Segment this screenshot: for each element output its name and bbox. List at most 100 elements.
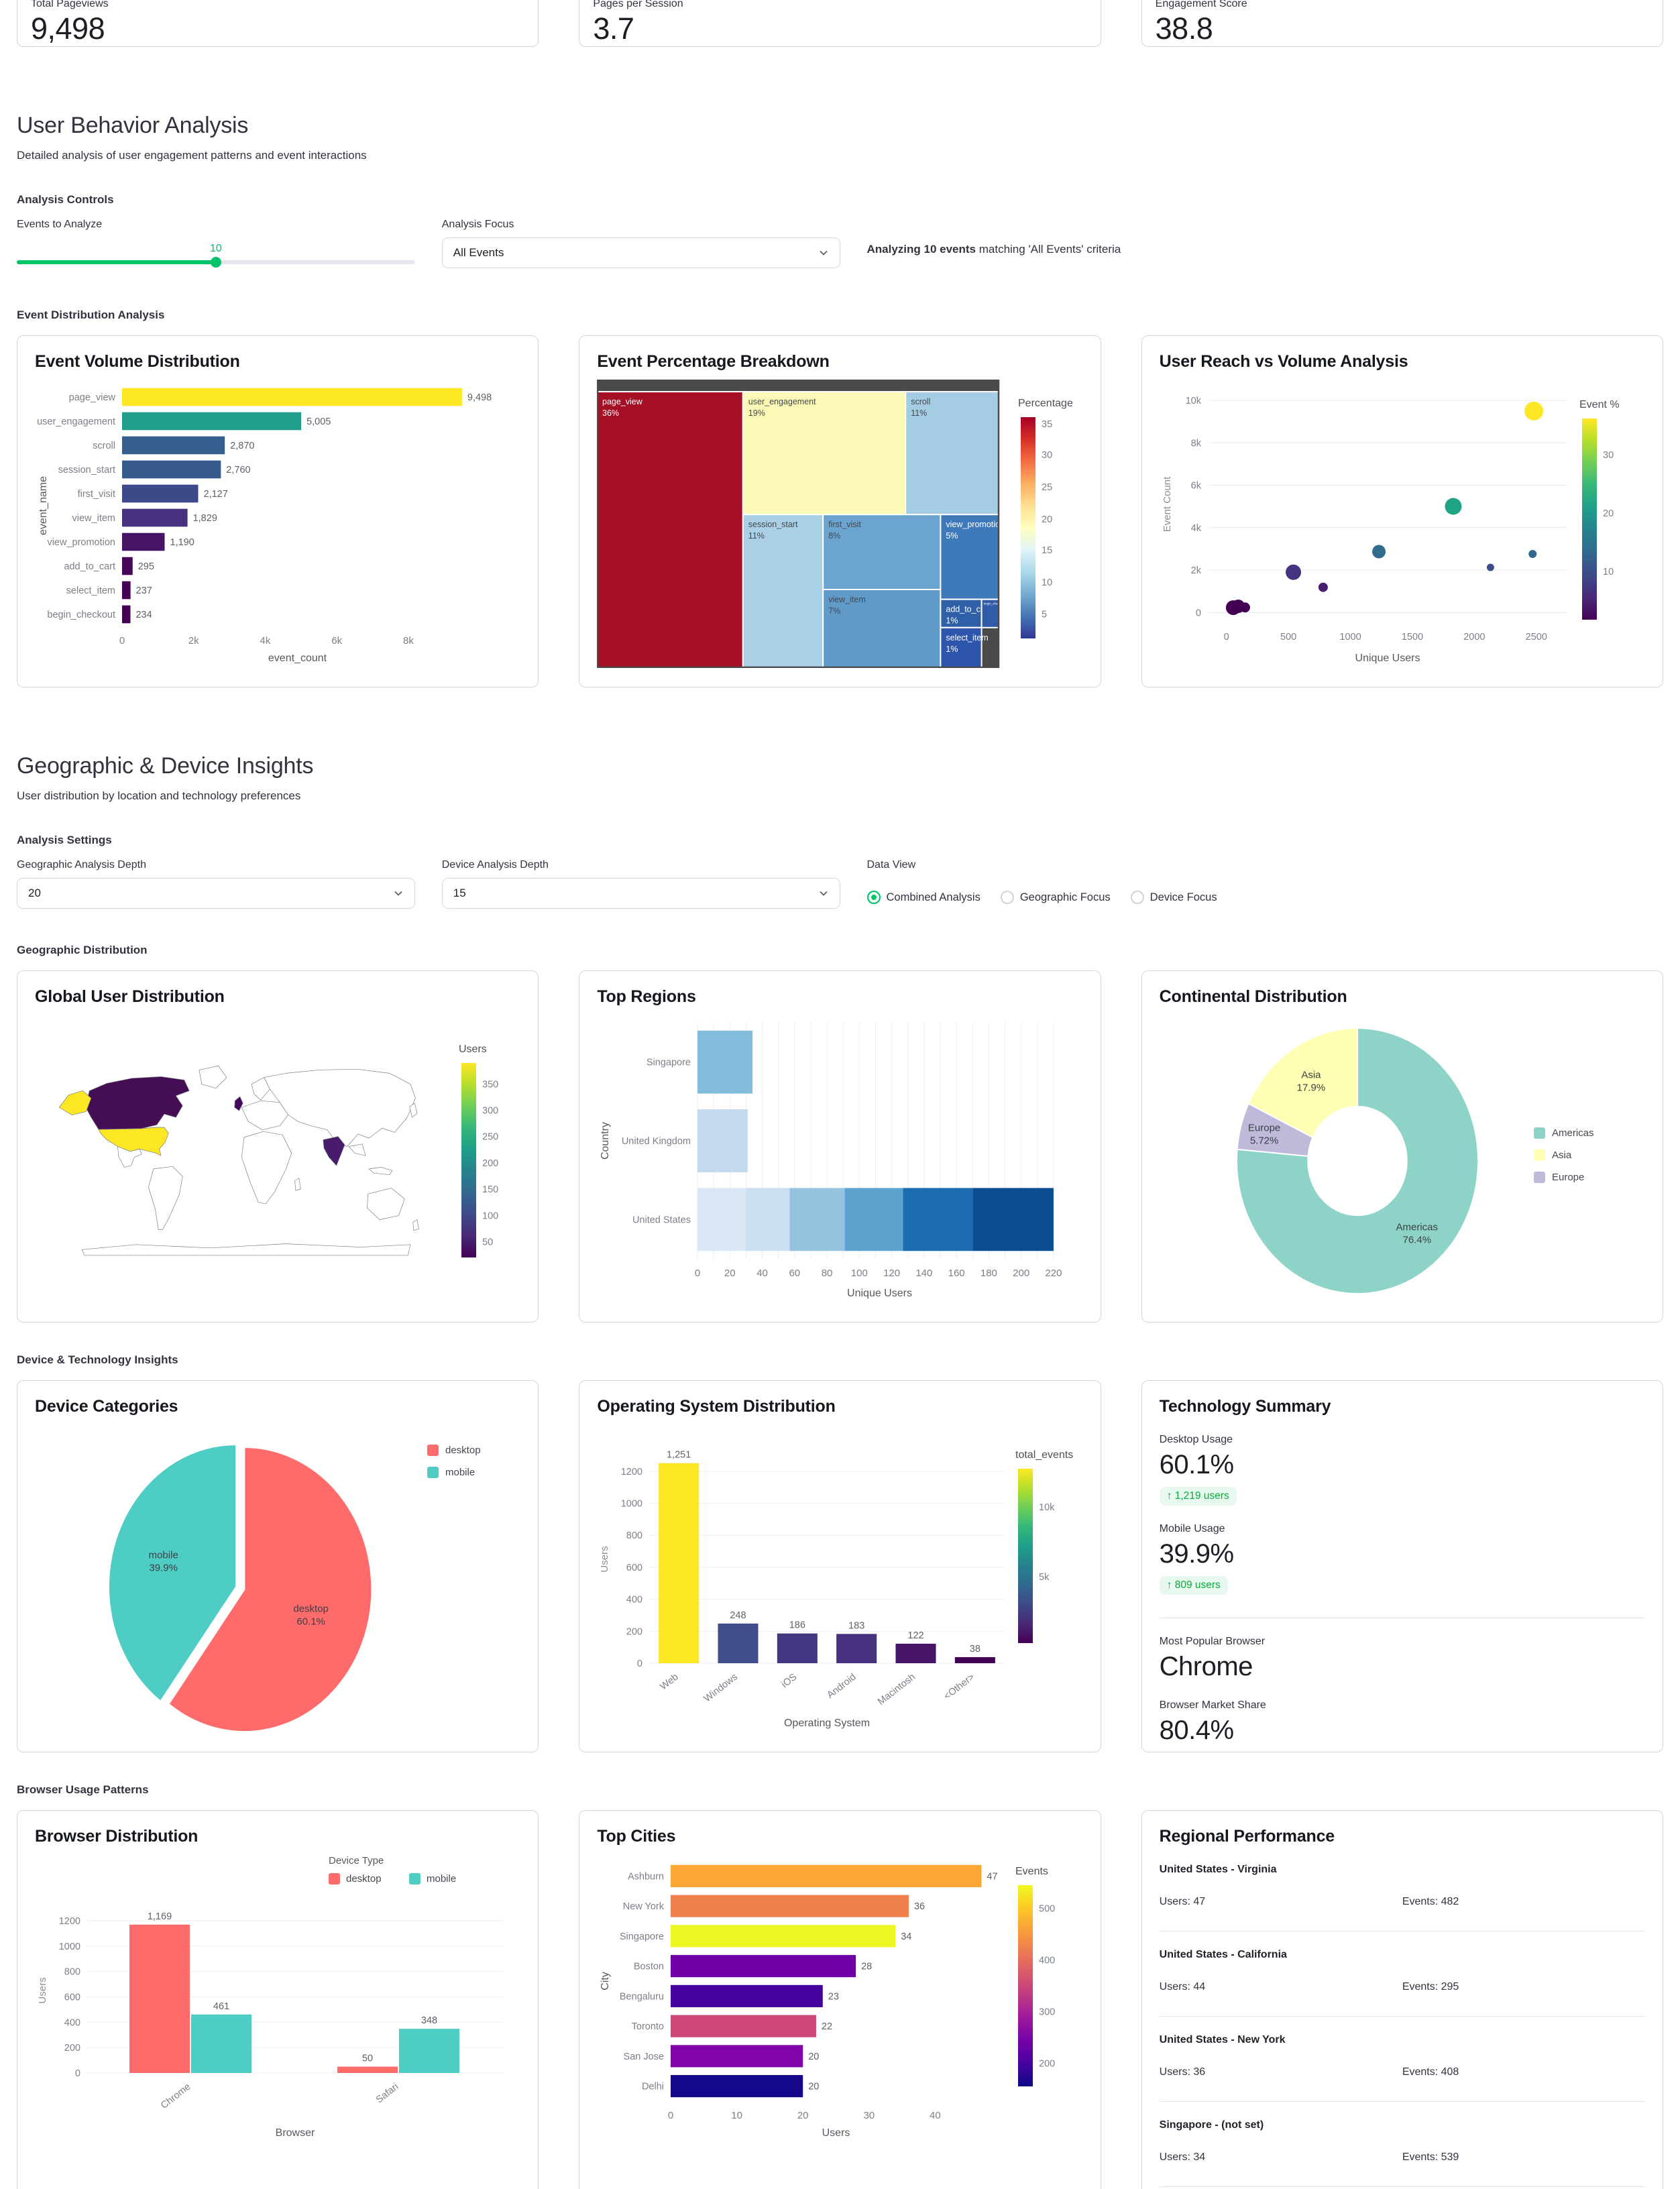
card-event-volume: Event Volume Distribution 0 2k 4k 6k 8k page_… — [17, 335, 539, 687]
treemap-tile-page_view — [596, 391, 744, 669]
radio-selected-icon[interactable] — [866, 891, 881, 904]
svg-text:5: 5 — [1042, 610, 1047, 620]
svg-text:City: City — [600, 1972, 611, 1990]
radio-unselected-icon[interactable] — [1000, 891, 1014, 904]
svg-text:Europe: Europe — [1552, 1172, 1584, 1183]
region-events: Events: 295 — [1402, 1981, 1459, 1992]
country-usa[interactable] — [98, 1127, 169, 1156]
country-africa[interactable] — [241, 1131, 292, 1204]
geographic-depth-select[interactable]: 20 — [17, 878, 415, 909]
top-cities-chart[interactable]: 0 10 20 30 40 Ashburn 47 New York 36 Singapore 34 B… — [597, 1854, 1082, 2146]
country-japan[interactable] — [409, 1103, 418, 1118]
select-label: Geographic Analysis Depth — [17, 859, 146, 871]
bar-begin_checkout — [122, 605, 131, 624]
region-name: United States - Virginia — [1159, 1864, 1277, 1875]
svg-text:United Kingdom: United Kingdom — [622, 1136, 691, 1147]
metric-engagement-score: Engagement Score 38.8 — [1141, 0, 1663, 47]
colorbar — [461, 1063, 476, 1257]
radio-label: Combined Analysis — [886, 891, 981, 903]
svg-text:47: 47 — [987, 1871, 998, 1882]
country-canada[interactable] — [85, 1076, 190, 1130]
svg-text:500: 500 — [1280, 632, 1296, 642]
device-depth-select[interactable]: 15 — [441, 878, 840, 909]
bar-segment — [972, 1188, 1054, 1251]
section-title-geo-device: Geographic & Device Insights — [17, 753, 314, 779]
bar-Singapore — [671, 1925, 896, 1948]
continental-donut-chart[interactable]: Americas 76.4% Europe 5.72% Asia 17.9% America… — [1160, 1015, 1645, 1306]
device-pie-chart[interactable]: desktop 60.1% mobile 39.9% desktop mobile — [35, 1424, 520, 1743]
svg-text:4k: 4k — [1190, 523, 1201, 534]
analysis-settings-row: Geographic Analysis Depth 20 Device Anal… — [17, 859, 1663, 913]
svg-text:<Other>: <Other> — [942, 1672, 977, 1702]
metric-value: 9,498 — [31, 11, 105, 46]
event-volume-chart[interactable]: 0 2k 4k 6k 8k page_view 9,498 user_engagement 5,… — [35, 380, 520, 671]
country-madagascar[interactable] — [294, 1178, 301, 1191]
radio-combined-analysis[interactable]: Combined Analysis — [866, 891, 981, 904]
country-europe[interactable] — [241, 1100, 289, 1131]
country-mexico[interactable] — [117, 1146, 142, 1168]
svg-text:38: 38 — [970, 1644, 981, 1654]
svg-text:17.9%: 17.9% — [1296, 1082, 1325, 1093]
bar-view_promotion — [122, 532, 165, 551]
delta-badge: ↑ 1,219 users — [1159, 1487, 1237, 1506]
svg-text:total_events: total_events — [1015, 1449, 1073, 1461]
svg-text:2000: 2000 — [1463, 632, 1485, 642]
country-south-america[interactable] — [148, 1166, 183, 1230]
svg-text:39.9%: 39.9% — [149, 1562, 178, 1573]
svg-text:30: 30 — [1603, 450, 1614, 461]
slice-desktop — [168, 1447, 373, 1733]
svg-text:20: 20 — [797, 2110, 809, 2121]
summary-popular-browser: Most Popular Browser Chrome — [1160, 1636, 1645, 1682]
svg-text:300: 300 — [482, 1105, 498, 1116]
card-technology-summary: Technology Summary Desktop Usage 60.1% ↑… — [1141, 1380, 1663, 1752]
country-uk[interactable] — [234, 1096, 243, 1111]
chevron-down-icon[interactable] — [818, 247, 829, 258]
chevron-down-icon[interactable] — [818, 888, 829, 899]
svg-text:1200: 1200 — [59, 1916, 80, 1927]
country-alaska[interactable] — [58, 1090, 92, 1115]
country-australia[interactable] — [367, 1188, 405, 1220]
country-asia[interactable] — [264, 1068, 416, 1147]
card-title: Technology Summary — [1159, 1397, 1331, 1416]
svg-text:Operating System: Operating System — [784, 1718, 870, 1729]
browser-distribution-chart[interactable]: 0 200 400 600 800 1000 1200 1,169 461 Chrome 50 348… — [35, 1854, 520, 2146]
top-regions-chart[interactable]: 0 20 40 60 80 100 120 140 160 180 200 220 Singapore U… — [597, 1015, 1082, 1306]
region-users: Users: 36 — [1159, 2066, 1206, 2078]
svg-text:view_item: view_item — [829, 595, 866, 604]
radio-unselected-icon[interactable] — [1130, 891, 1144, 904]
country-indonesia[interactable] — [368, 1167, 393, 1176]
country-new-zealand[interactable] — [412, 1219, 419, 1231]
svg-text:400: 400 — [626, 1595, 642, 1606]
svg-text:5.72%: 5.72% — [1249, 1135, 1278, 1146]
country-india[interactable] — [323, 1136, 345, 1166]
slider-handle[interactable] — [210, 257, 221, 268]
svg-text:0: 0 — [668, 2110, 673, 2121]
svg-text:Chrome: Chrome — [159, 2082, 192, 2111]
country-antarctica[interactable] — [81, 1243, 411, 1256]
events-to-analyze-slider[interactable]: 10 — [17, 243, 415, 278]
svg-text:0: 0 — [1196, 608, 1201, 618]
select-value: 15 — [453, 887, 466, 899]
radio-label: Geographic Focus — [1019, 891, 1111, 903]
os-distribution-chart[interactable]: 0 200 400 600 800 1000 1200 1,251 Web 248 Windows 1… — [597, 1424, 1082, 1736]
radio-geographic-focus[interactable]: Geographic Focus — [1000, 891, 1111, 904]
svg-text:6k: 6k — [1190, 481, 1201, 492]
select-value: All Events — [453, 246, 504, 259]
analysis-focus-select[interactable]: All Events — [441, 237, 840, 268]
events-slider-group: Events to Analyze 10 — [17, 219, 415, 278]
svg-text:9,498: 9,498 — [467, 392, 492, 403]
svg-text:desktop: desktop — [445, 1445, 481, 1456]
chevron-down-icon[interactable] — [393, 888, 404, 899]
event-charts-row: Event Volume Distribution 0 2k 4k 6k 8k page_… — [17, 335, 1663, 687]
world-map-chart[interactable]: Users 350 300 250 200 150 100 50 — [35, 1015, 520, 1306]
country-scandinavia[interactable] — [251, 1077, 270, 1101]
metric-label: Engagement Score — [1155, 0, 1247, 9]
card-top-cities: Top Cities 0 10 20 30 40 Ashburn 47 New York 36 S… — [579, 1810, 1101, 2189]
country-greenland[interactable] — [199, 1065, 227, 1089]
reach-scatter-chart[interactable]: 0 2k 4k 6k 8k 10k 0 500 1000 1500 2000 2500 Unique U… — [1160, 380, 1645, 671]
country-se-asia[interactable] — [348, 1143, 366, 1156]
radio-device-focus[interactable]: Device Focus — [1130, 891, 1217, 904]
event-treemap-chart[interactable]: page_view 36% user_engagement 19% scroll 11% s… — [596, 379, 1082, 671]
svg-text:20: 20 — [809, 2082, 820, 2092]
svg-text:session_start: session_start — [58, 465, 115, 475]
